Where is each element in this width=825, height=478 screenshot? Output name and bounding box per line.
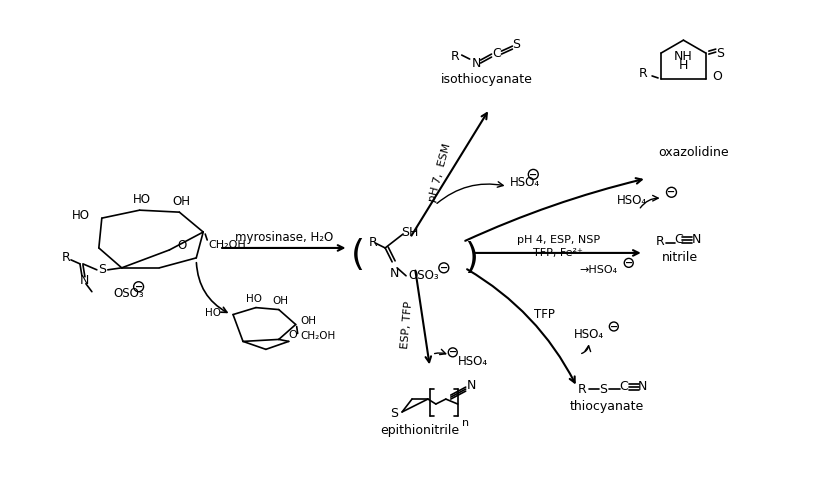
Text: OH: OH	[300, 315, 317, 326]
Text: HO: HO	[246, 293, 262, 304]
Text: OH: OH	[172, 195, 191, 208]
Text: HO: HO	[72, 208, 90, 222]
Text: ESP, TFP: ESP, TFP	[400, 300, 414, 349]
Text: CH₂OH: CH₂OH	[300, 331, 336, 341]
Text: epithionitrile: epithionitrile	[380, 424, 460, 437]
Text: O: O	[177, 239, 186, 252]
Text: →HSO₄: →HSO₄	[580, 265, 618, 275]
Text: S: S	[512, 38, 521, 51]
Text: S: S	[599, 382, 607, 396]
Text: ): )	[464, 241, 478, 275]
Text: S: S	[98, 263, 106, 276]
Text: oxazolidine: oxazolidine	[658, 146, 728, 159]
Text: TFP: TFP	[534, 308, 554, 321]
Text: R: R	[656, 236, 664, 249]
Text: O: O	[289, 330, 298, 340]
Text: isothiocyanate: isothiocyanate	[441, 74, 532, 87]
Text: OSO₃: OSO₃	[114, 287, 144, 300]
Text: R: R	[62, 251, 70, 264]
Text: O: O	[712, 70, 722, 84]
Text: pH 7,  ESM: pH 7, ESM	[427, 142, 452, 203]
Text: R: R	[450, 50, 460, 63]
Text: (: (	[351, 238, 365, 272]
Text: myrosinase, H₂O: myrosinase, H₂O	[234, 230, 332, 243]
Text: R: R	[368, 237, 377, 250]
Text: pH 4, ESP, NSP: pH 4, ESP, NSP	[516, 235, 600, 245]
Text: −: −	[625, 258, 633, 268]
Text: TFP, Fe²⁺: TFP, Fe²⁺	[533, 248, 583, 258]
Text: N: N	[691, 233, 701, 247]
Text: CH₂OH: CH₂OH	[208, 240, 246, 250]
Text: C: C	[674, 233, 683, 247]
Text: N: N	[467, 379, 476, 391]
Text: −: −	[440, 263, 448, 273]
Text: HSO₄: HSO₄	[509, 176, 540, 189]
Text: OH: OH	[273, 295, 289, 305]
Text: thiocyanate: thiocyanate	[570, 400, 644, 413]
Text: HO: HO	[133, 193, 151, 206]
Text: R: R	[578, 382, 587, 396]
Text: S: S	[390, 407, 398, 421]
Text: NH: NH	[674, 50, 693, 63]
Text: SH: SH	[401, 226, 419, 239]
Text: −: −	[610, 322, 618, 331]
Text: −: −	[529, 169, 537, 179]
Text: HO: HO	[205, 307, 221, 317]
Text: H: H	[679, 59, 688, 72]
Text: −: −	[449, 348, 457, 358]
Text: nitrile: nitrile	[662, 251, 697, 264]
Text: −: −	[134, 282, 143, 292]
Text: N: N	[80, 274, 90, 287]
Text: HSO₄: HSO₄	[616, 194, 647, 206]
Text: N: N	[638, 380, 648, 392]
Text: R: R	[639, 67, 647, 80]
Text: HSO₄: HSO₄	[574, 328, 604, 341]
Text: n: n	[462, 418, 469, 428]
Text: S: S	[716, 46, 724, 60]
Text: C: C	[620, 380, 628, 392]
Text: N: N	[472, 56, 481, 69]
Text: HSO₄: HSO₄	[458, 355, 488, 368]
Text: −: −	[667, 187, 676, 197]
Text: C: C	[493, 46, 501, 60]
Text: OSO₃: OSO₃	[408, 269, 439, 282]
Text: N: N	[389, 267, 398, 280]
